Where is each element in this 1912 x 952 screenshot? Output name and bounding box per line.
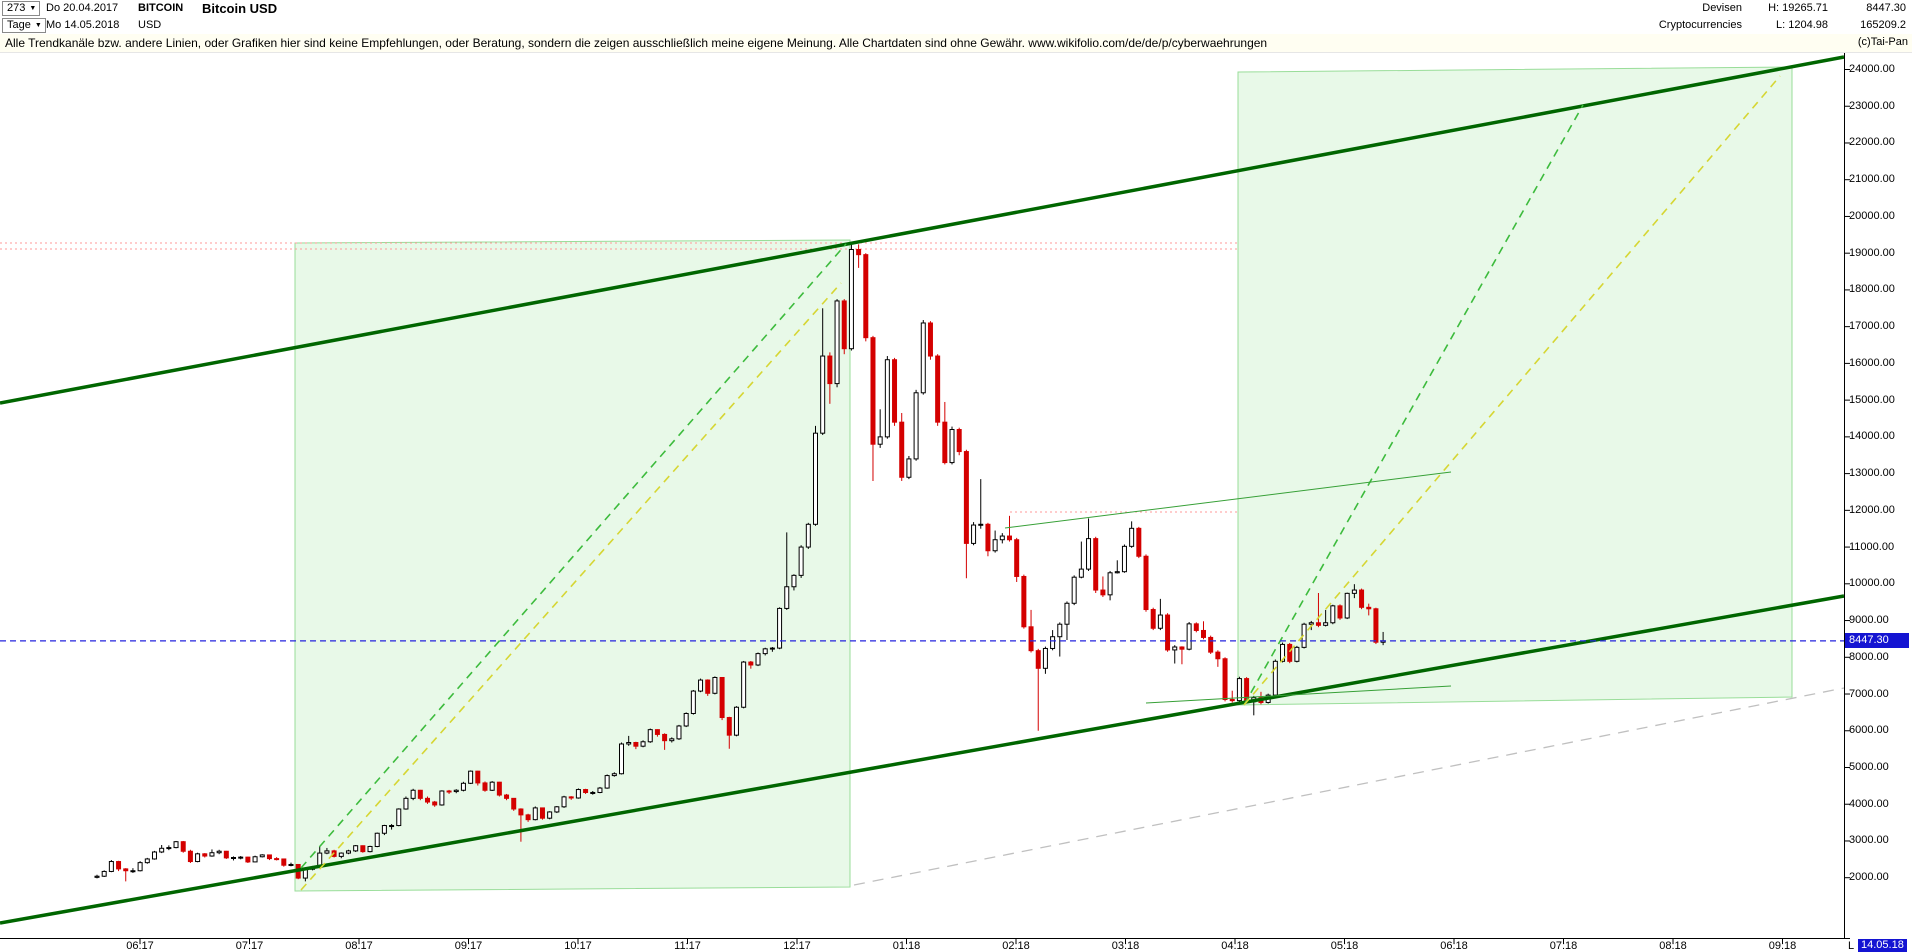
- header-last-price: 8447.30: [1866, 2, 1906, 14]
- header-row-1: 273 ▼ Do 20.04.2017 BITCOIN Bitcoin USD …: [0, 0, 1912, 17]
- end-date-label: Mo 14.05.2018: [46, 19, 120, 31]
- category-label: Devisen: [1702, 2, 1742, 14]
- last-bar-marker-letter: L: [1848, 940, 1855, 952]
- axes: [0, 52, 1850, 944]
- bars-count-dropdown[interactable]: 273 ▼: [2, 1, 41, 16]
- period-dropdown[interactable]: Tage ▼: [2, 18, 46, 33]
- chart-header: 273 ▼ Do 20.04.2017 BITCOIN Bitcoin USD …: [0, 0, 1912, 53]
- disclaimer-bar: Alle Trendkanäle bzw. andere Linien, ode…: [0, 34, 1912, 53]
- header-row-2: Tage ▼ Mo 14.05.2018 USD Cryptocurrencie…: [0, 17, 1912, 35]
- projection-box-1: [294, 239, 851, 892]
- trend-lines: [0, 55, 1845, 925]
- subcategory-label: Cryptocurrencies: [1658, 19, 1742, 31]
- start-date-label: Do 20.04.2017: [46, 2, 119, 14]
- projection-regions: [294, 66, 1793, 892]
- period-value: Tage: [7, 19, 31, 31]
- header-volume: 165209.2: [1860, 19, 1906, 31]
- minor-support-line: [1145, 685, 1452, 704]
- upper-channel-line: [0, 55, 1845, 405]
- symbol-label: BITCOIN: [138, 2, 184, 14]
- last-price-marker: 8447.30: [1845, 633, 1909, 649]
- rally-green-dashed: [300, 243, 847, 869]
- instrument-name: Bitcoin USD: [202, 1, 278, 16]
- period-low-label: L: 1204.98: [1776, 19, 1828, 31]
- minor-resistance-line: [1004, 471, 1452, 529]
- disclaimer-text: Alle Trendkanäle bzw. andere Linien, ode…: [5, 36, 1268, 50]
- projection-yellow-dashed: [1243, 75, 1781, 706]
- period-high-label: H: 19265.71: [1768, 2, 1828, 14]
- currency-label: USD: [138, 19, 162, 31]
- bars-count-value: 273: [7, 2, 26, 14]
- projection-box-2: [1237, 66, 1793, 706]
- lower-channel-line: [0, 594, 1845, 925]
- candles: [94, 243, 1386, 882]
- projection-green-dashed: [1243, 104, 1584, 706]
- gray-trend-dashed: [853, 687, 1845, 886]
- chevron-down-icon: ▼: [29, 5, 37, 12]
- reference-lines: [0, 242, 1845, 886]
- chevron-down-icon: ▼: [34, 22, 42, 29]
- last-date-badge: 14.05.18: [1858, 939, 1907, 952]
- copyright-label: (c)Tai-Pan: [1857, 36, 1908, 48]
- rally-yellow-dashed: [300, 282, 842, 891]
